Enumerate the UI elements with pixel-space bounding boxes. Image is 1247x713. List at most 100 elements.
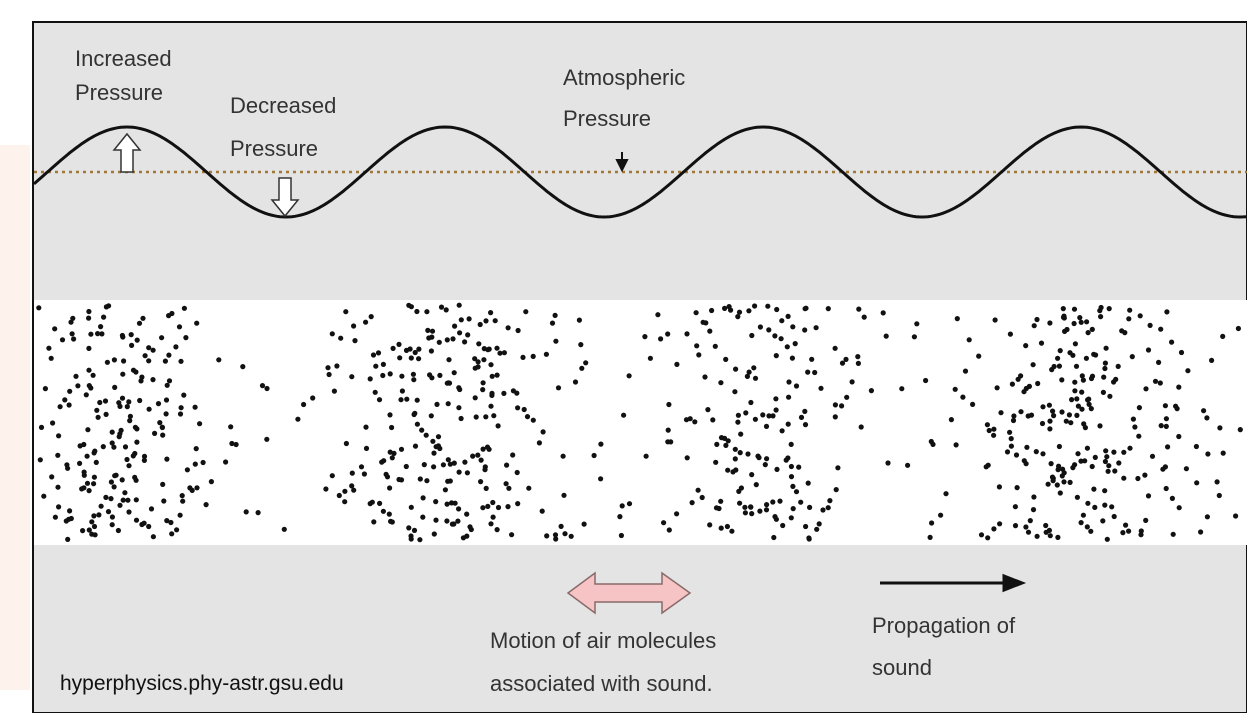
molecule	[430, 438, 436, 444]
molecule	[108, 496, 114, 502]
molecule	[1089, 373, 1096, 379]
molecule	[1075, 451, 1081, 457]
molecule	[301, 401, 307, 408]
molecule	[746, 369, 752, 375]
molecule	[480, 387, 486, 393]
molecule	[1209, 357, 1215, 363]
molecule	[141, 457, 147, 463]
molecule	[1079, 373, 1085, 379]
molecule	[1008, 436, 1014, 442]
molecule	[809, 356, 815, 362]
molecule	[514, 469, 520, 476]
molecule	[832, 402, 839, 408]
molecule	[806, 536, 812, 542]
molecule	[1079, 389, 1085, 395]
molecule	[351, 487, 357, 493]
molecule	[1063, 418, 1069, 424]
molecule	[723, 442, 729, 448]
molecule	[785, 421, 791, 427]
molecule	[1115, 363, 1121, 369]
molecule	[1031, 494, 1037, 500]
molecule	[456, 506, 462, 512]
molecule	[455, 518, 461, 524]
molecule	[1027, 518, 1033, 524]
molecule	[126, 399, 132, 405]
molecule	[1135, 475, 1141, 482]
label: sound	[872, 655, 932, 680]
molecule	[452, 323, 458, 329]
molecule	[764, 456, 770, 462]
molecule	[465, 332, 471, 338]
molecule	[412, 443, 419, 449]
label: Pressure	[75, 80, 163, 105]
molecule	[101, 314, 107, 320]
molecule	[398, 397, 404, 403]
molecule	[116, 400, 122, 406]
molecule	[52, 514, 59, 520]
molecule	[476, 341, 482, 347]
molecule	[425, 327, 431, 333]
molecule	[1116, 460, 1122, 466]
molecule	[91, 481, 97, 487]
molecule	[1050, 478, 1056, 484]
molecule	[488, 362, 494, 368]
molecule	[133, 477, 139, 483]
molecule	[492, 318, 498, 324]
molecule	[255, 509, 261, 516]
molecule	[197, 421, 203, 427]
molecule	[68, 319, 74, 325]
molecule	[687, 416, 693, 422]
molecule	[396, 476, 402, 483]
molecule	[358, 464, 365, 470]
molecule	[338, 335, 344, 341]
molecule	[55, 452, 61, 458]
molecule	[389, 424, 395, 431]
molecule	[1121, 449, 1127, 455]
molecule	[436, 339, 442, 345]
molecule	[141, 520, 147, 526]
molecule	[497, 350, 503, 356]
molecule	[52, 326, 58, 332]
molecule	[1126, 316, 1132, 322]
molecule	[216, 357, 222, 363]
molecule	[157, 420, 163, 426]
molecule	[86, 308, 92, 315]
molecule	[46, 345, 52, 351]
molecule	[733, 366, 739, 372]
molecule	[133, 517, 140, 523]
molecule	[1034, 316, 1040, 323]
molecule	[295, 416, 301, 422]
molecule	[92, 532, 98, 538]
molecule	[1074, 412, 1080, 418]
molecule	[92, 448, 98, 454]
molecule	[183, 335, 189, 341]
molecule	[478, 479, 484, 485]
molecule	[381, 458, 387, 464]
molecule	[751, 365, 757, 371]
molecule	[1119, 328, 1125, 334]
molecule	[1026, 383, 1032, 389]
molecule	[1048, 461, 1054, 467]
molecule	[84, 453, 90, 459]
molecule	[88, 331, 94, 337]
molecule	[938, 512, 944, 518]
molecule	[735, 412, 742, 418]
molecule	[419, 427, 425, 433]
molecule	[122, 490, 128, 496]
molecule	[1092, 454, 1098, 460]
molecule	[684, 455, 690, 461]
molecule	[223, 459, 229, 465]
molecule	[760, 412, 766, 418]
molecule	[1024, 444, 1030, 450]
molecule	[264, 436, 270, 442]
molecule	[802, 408, 808, 414]
molecule	[818, 385, 824, 391]
propagation-arrow	[880, 573, 1027, 593]
molecule	[1060, 466, 1066, 472]
molecule	[128, 332, 134, 338]
molecule	[1051, 363, 1057, 370]
molecule	[1007, 429, 1013, 435]
molecule	[510, 452, 516, 458]
molecule	[494, 527, 500, 533]
molecule	[748, 504, 754, 510]
